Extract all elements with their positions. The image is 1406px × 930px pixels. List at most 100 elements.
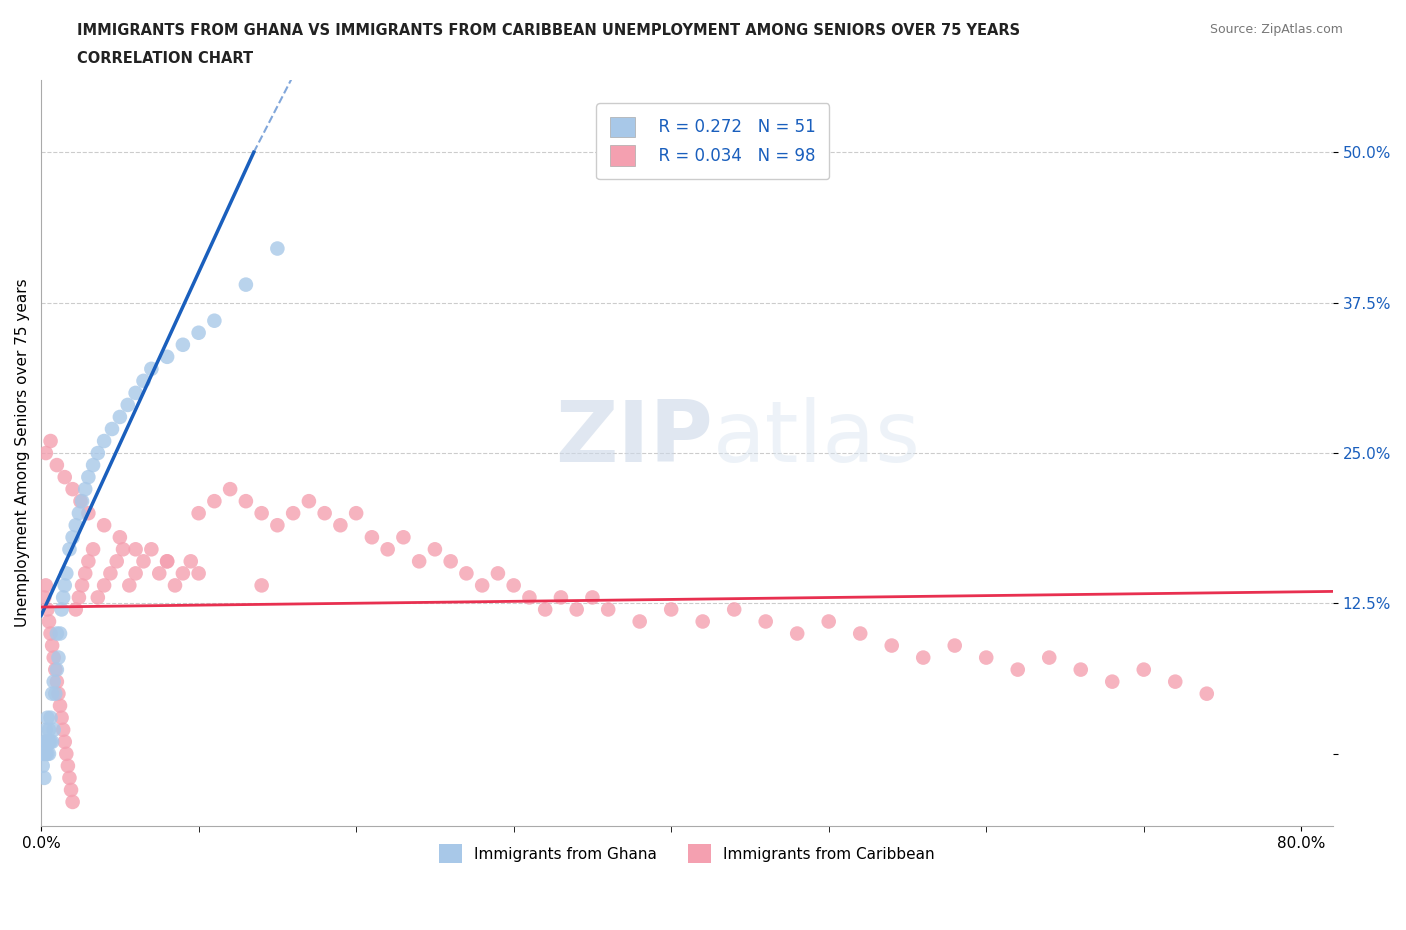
- Point: [202, 313, 225, 328]
- Point: [849, 626, 872, 641]
- Point: [235, 494, 257, 509]
- Point: [39, 735, 62, 750]
- Point: [45, 662, 67, 677]
- Point: [974, 650, 997, 665]
- Point: [65, 518, 87, 533]
- Point: [502, 578, 524, 592]
- Point: [148, 566, 170, 581]
- Point: [56, 759, 79, 774]
- Point: [659, 602, 682, 617]
- Point: [581, 590, 603, 604]
- Point: [344, 506, 367, 521]
- Point: [82, 542, 104, 557]
- Point: [250, 578, 273, 592]
- Point: [108, 530, 131, 545]
- Point: [187, 566, 209, 581]
- Point: [39, 626, 62, 641]
- Point: [55, 566, 77, 581]
- Point: [156, 350, 179, 365]
- Point: [156, 554, 179, 569]
- Point: [281, 506, 304, 521]
- Point: [70, 494, 93, 509]
- Point: [41, 638, 63, 653]
- Point: [39, 433, 62, 448]
- Point: [53, 578, 76, 592]
- Point: [692, 614, 714, 629]
- Point: [44, 686, 66, 701]
- Text: atlas: atlas: [713, 396, 921, 480]
- Point: [628, 614, 651, 629]
- Legend: Immigrants from Ghana, Immigrants from Caribbean: Immigrants from Ghana, Immigrants from C…: [432, 837, 942, 870]
- Point: [108, 409, 131, 424]
- Point: [141, 542, 163, 557]
- Point: [51, 711, 73, 725]
- Point: [37, 711, 59, 725]
- Point: [187, 506, 209, 521]
- Point: [408, 554, 430, 569]
- Point: [598, 602, 620, 617]
- Point: [32, 770, 55, 785]
- Point: [377, 542, 399, 557]
- Point: [361, 530, 384, 545]
- Point: [55, 747, 77, 762]
- Point: [67, 506, 90, 521]
- Point: [314, 506, 336, 521]
- Point: [52, 723, 75, 737]
- Point: [124, 566, 146, 581]
- Point: [440, 554, 463, 569]
- Point: [77, 470, 100, 485]
- Point: [105, 554, 128, 569]
- Point: [132, 554, 155, 569]
- Point: [93, 433, 115, 448]
- Point: [42, 674, 65, 689]
- Point: [550, 590, 572, 604]
- Text: CORRELATION CHART: CORRELATION CHART: [77, 51, 253, 66]
- Point: [77, 554, 100, 569]
- Text: ZIP: ZIP: [555, 396, 713, 480]
- Point: [1070, 662, 1092, 677]
- Point: [912, 650, 935, 665]
- Point: [93, 578, 115, 592]
- Point: [77, 506, 100, 521]
- Point: [723, 602, 745, 617]
- Point: [1164, 674, 1187, 689]
- Point: [817, 614, 839, 629]
- Point: [486, 566, 509, 581]
- Point: [1132, 662, 1154, 677]
- Point: [298, 494, 321, 509]
- Point: [32, 590, 55, 604]
- Y-axis label: Unemployment Among Seniors over 75 years: Unemployment Among Seniors over 75 years: [15, 279, 30, 628]
- Point: [53, 735, 76, 750]
- Point: [1101, 674, 1123, 689]
- Point: [49, 626, 72, 641]
- Point: [250, 506, 273, 521]
- Point: [75, 566, 97, 581]
- Point: [52, 590, 75, 604]
- Point: [329, 518, 352, 533]
- Point: [172, 338, 194, 352]
- Point: [392, 530, 415, 545]
- Point: [62, 482, 84, 497]
- Point: [87, 445, 110, 460]
- Point: [48, 686, 70, 701]
- Point: [35, 747, 58, 762]
- Point: [456, 566, 478, 581]
- Point: [100, 566, 122, 581]
- Point: [187, 326, 209, 340]
- Point: [202, 494, 225, 509]
- Point: [266, 518, 288, 533]
- Point: [1195, 686, 1218, 701]
- Point: [69, 494, 91, 509]
- Point: [141, 362, 163, 377]
- Point: [39, 711, 62, 725]
- Point: [82, 458, 104, 472]
- Point: [124, 385, 146, 400]
- Text: IMMIGRANTS FROM GHANA VS IMMIGRANTS FROM CARIBBEAN UNEMPLOYMENT AMONG SENIORS OV: IMMIGRANTS FROM GHANA VS IMMIGRANTS FROM…: [77, 23, 1021, 38]
- Point: [519, 590, 541, 604]
- Point: [35, 578, 58, 592]
- Point: [423, 542, 446, 557]
- Point: [37, 602, 59, 617]
- Point: [48, 650, 70, 665]
- Point: [266, 241, 288, 256]
- Point: [471, 578, 494, 592]
